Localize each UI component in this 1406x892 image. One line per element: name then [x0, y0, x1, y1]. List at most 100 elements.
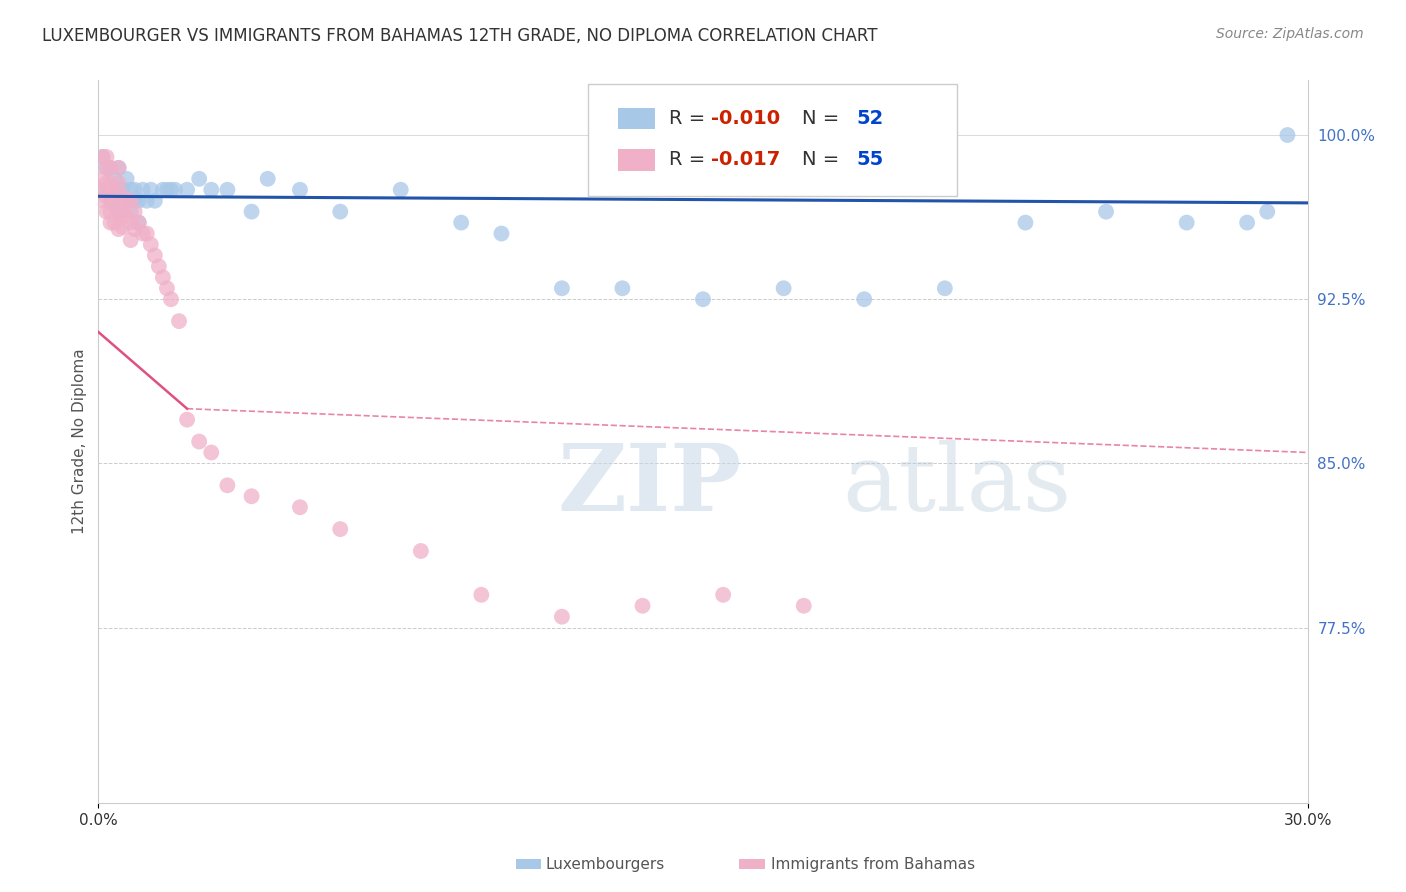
Point — [120, 233, 142, 247]
Point — [115, 194, 138, 208]
Text: LUXEMBOURGER VS IMMIGRANTS FROM BAHAMAS 12TH GRADE, NO DIPLOMA CORRELATION CHART: LUXEMBOURGER VS IMMIGRANTS FROM BAHAMAS … — [42, 27, 877, 45]
FancyBboxPatch shape — [516, 859, 541, 870]
Text: R =: R = — [669, 150, 711, 169]
Point — [103, 216, 125, 230]
Point — [139, 183, 162, 197]
Point — [288, 183, 311, 197]
Point — [167, 314, 190, 328]
Point — [120, 204, 142, 219]
Point — [491, 227, 513, 241]
Point — [200, 183, 222, 197]
Point — [100, 161, 122, 175]
Point — [135, 194, 157, 208]
Point — [1236, 216, 1258, 230]
Point — [1175, 216, 1198, 230]
Point — [100, 194, 122, 208]
Point — [96, 176, 118, 190]
Point — [103, 198, 125, 212]
Point — [188, 434, 211, 449]
Point — [100, 161, 122, 175]
FancyBboxPatch shape — [619, 149, 655, 170]
Point — [132, 227, 155, 241]
Point — [91, 194, 114, 208]
Point — [120, 183, 142, 197]
FancyBboxPatch shape — [619, 108, 655, 129]
Point — [176, 183, 198, 197]
Point — [96, 189, 118, 203]
Point — [107, 204, 129, 219]
Point — [111, 189, 134, 203]
Point — [124, 183, 146, 197]
Point — [103, 171, 125, 186]
Point — [91, 171, 114, 186]
Point — [240, 489, 263, 503]
Point — [329, 522, 352, 536]
Point — [96, 150, 118, 164]
Text: Luxembourgers: Luxembourgers — [546, 856, 665, 871]
Point — [107, 161, 129, 175]
Point — [107, 161, 129, 175]
Point — [107, 194, 129, 208]
Point — [389, 183, 412, 197]
Point — [1256, 204, 1278, 219]
Point — [91, 150, 114, 164]
Text: N =: N = — [803, 150, 845, 169]
Y-axis label: 12th Grade, No Diploma: 12th Grade, No Diploma — [72, 349, 87, 534]
Point — [240, 204, 263, 219]
Point — [152, 270, 174, 285]
Point — [692, 292, 714, 306]
Point — [188, 171, 211, 186]
Point — [91, 150, 114, 164]
Point — [934, 281, 956, 295]
Text: 52: 52 — [856, 109, 884, 128]
Point — [128, 216, 150, 230]
Point — [631, 599, 654, 613]
Point — [135, 227, 157, 241]
FancyBboxPatch shape — [740, 859, 765, 870]
Point — [256, 171, 278, 186]
Point — [103, 183, 125, 197]
Text: R =: R = — [669, 109, 711, 128]
FancyBboxPatch shape — [588, 84, 957, 196]
Point — [91, 183, 114, 197]
Point — [111, 183, 134, 197]
Point — [120, 216, 142, 230]
Point — [132, 183, 155, 197]
Point — [107, 176, 129, 190]
Point — [128, 194, 150, 208]
Point — [329, 204, 352, 219]
Point — [111, 194, 134, 208]
Text: ZIP: ZIP — [558, 440, 742, 530]
Point — [163, 183, 186, 197]
Point — [148, 260, 170, 274]
Point — [772, 281, 794, 295]
Point — [156, 281, 179, 295]
Point — [450, 216, 472, 230]
Point — [217, 183, 239, 197]
Point — [853, 292, 876, 306]
Text: N =: N = — [803, 109, 845, 128]
Point — [551, 609, 574, 624]
Point — [107, 183, 129, 197]
Point — [1014, 216, 1036, 230]
Point — [124, 194, 146, 208]
Point — [156, 183, 179, 197]
Point — [288, 500, 311, 515]
Point — [139, 237, 162, 252]
Text: -0.010: -0.010 — [711, 109, 780, 128]
Point — [96, 161, 118, 175]
Point — [100, 189, 122, 203]
Text: Source: ZipAtlas.com: Source: ZipAtlas.com — [1216, 27, 1364, 41]
Point — [107, 209, 129, 223]
Point — [793, 599, 815, 613]
Point — [612, 281, 634, 295]
Point — [551, 281, 574, 295]
Point — [160, 183, 183, 197]
Point — [200, 445, 222, 459]
Point — [711, 588, 734, 602]
Point — [100, 204, 122, 219]
Point — [470, 588, 492, 602]
Point — [176, 412, 198, 426]
Point — [152, 183, 174, 197]
Point — [103, 194, 125, 208]
